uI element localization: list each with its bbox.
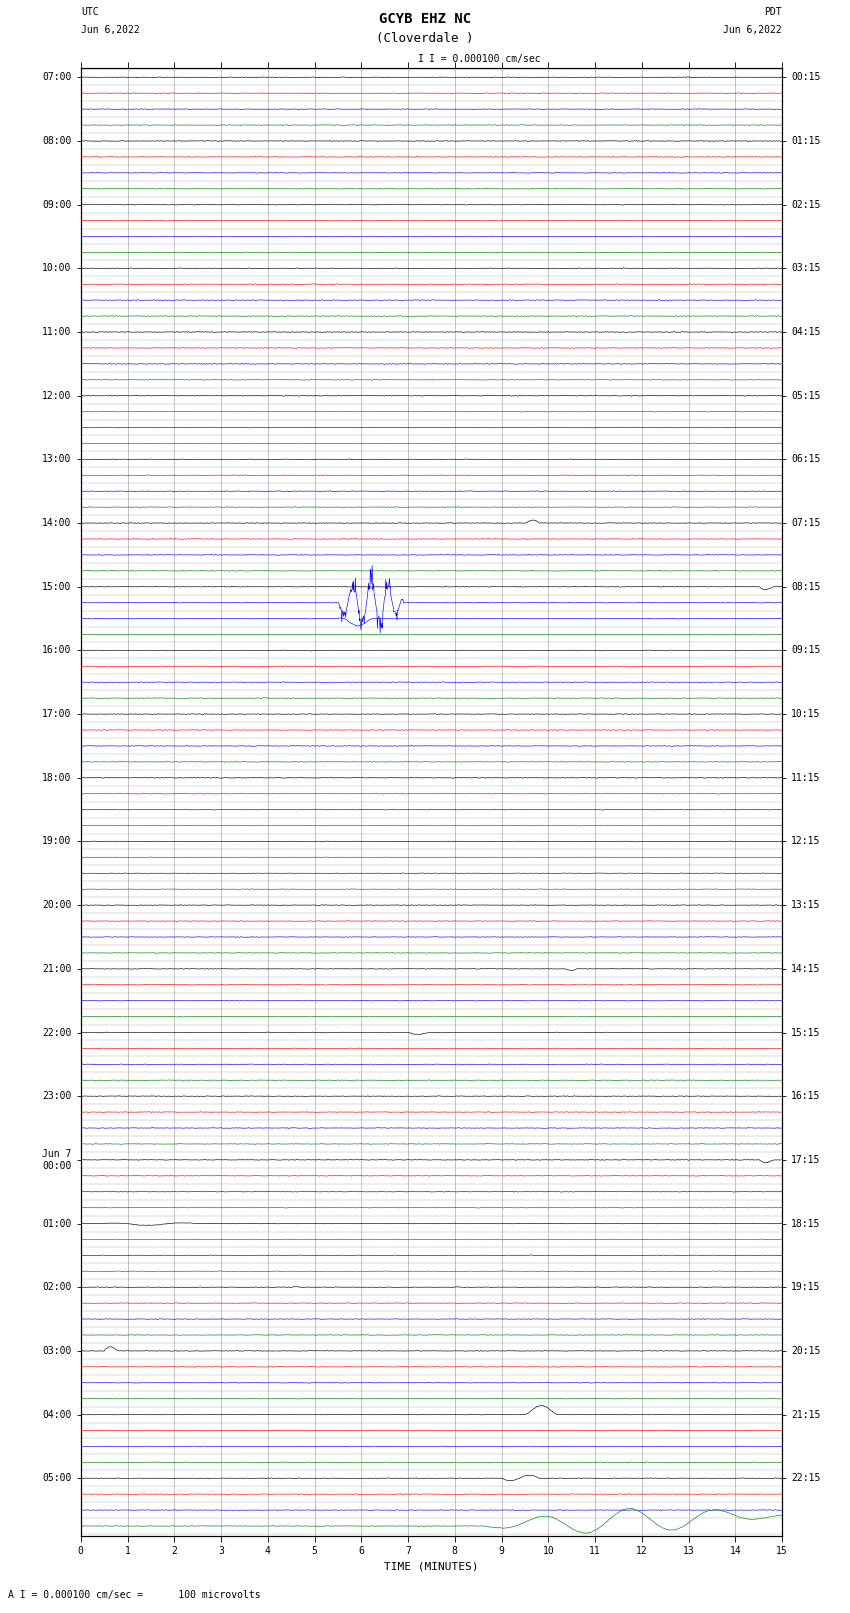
- X-axis label: TIME (MINUTES): TIME (MINUTES): [384, 1561, 479, 1571]
- Text: Jun 6,2022: Jun 6,2022: [81, 24, 139, 34]
- Text: I: I: [418, 55, 423, 65]
- Text: UTC: UTC: [81, 6, 99, 16]
- Text: PDT: PDT: [764, 6, 782, 16]
- Text: (Cloverdale ): (Cloverdale ): [377, 32, 473, 45]
- Text: Jun 6,2022: Jun 6,2022: [723, 24, 782, 34]
- Text: GCYB EHZ NC: GCYB EHZ NC: [379, 13, 471, 26]
- Text: I = 0.000100 cm/sec: I = 0.000100 cm/sec: [429, 55, 541, 65]
- Text: A I = 0.000100 cm/sec =      100 microvolts: A I = 0.000100 cm/sec = 100 microvolts: [8, 1590, 261, 1600]
